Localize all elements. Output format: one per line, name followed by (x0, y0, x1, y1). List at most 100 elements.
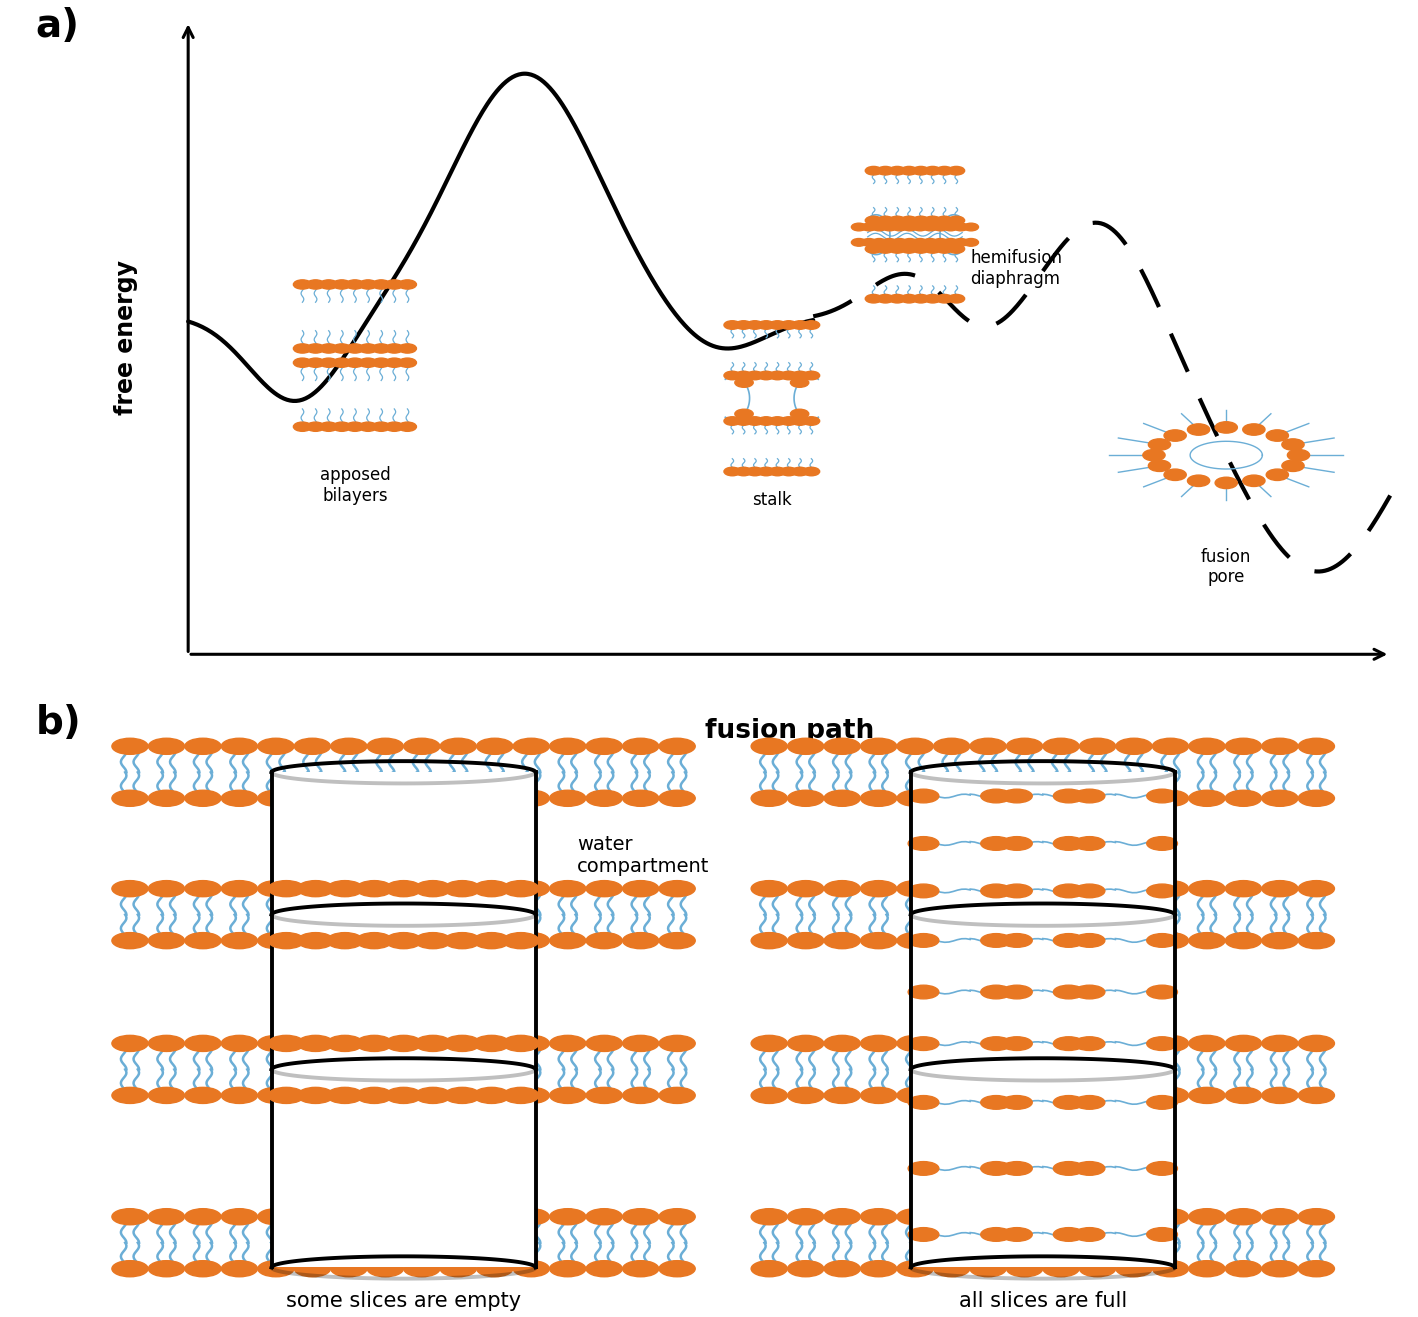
Circle shape (586, 739, 623, 755)
Circle shape (824, 739, 861, 755)
Text: a): a) (35, 7, 79, 45)
Circle shape (981, 934, 1011, 947)
Circle shape (415, 932, 451, 948)
Circle shape (1164, 469, 1187, 481)
Circle shape (1116, 1088, 1151, 1104)
Circle shape (149, 881, 184, 897)
Circle shape (933, 1209, 970, 1225)
Circle shape (440, 1260, 476, 1276)
Circle shape (1044, 932, 1079, 948)
Circle shape (861, 1088, 896, 1104)
Circle shape (398, 421, 417, 432)
Circle shape (889, 245, 906, 253)
Circle shape (1153, 1209, 1188, 1225)
Circle shape (882, 223, 898, 230)
Circle shape (404, 1209, 440, 1225)
Circle shape (1054, 985, 1085, 998)
Circle shape (1262, 1209, 1297, 1225)
Circle shape (861, 790, 896, 806)
Circle shape (346, 344, 364, 353)
Circle shape (851, 238, 866, 246)
Circle shape (586, 1260, 623, 1276)
Circle shape (1266, 429, 1289, 441)
Circle shape (659, 790, 695, 806)
Circle shape (1225, 932, 1262, 948)
Circle shape (1242, 475, 1265, 486)
Circle shape (586, 932, 623, 948)
Circle shape (803, 468, 820, 475)
Circle shape (221, 932, 258, 948)
Circle shape (1299, 881, 1334, 897)
Circle shape (1147, 1036, 1177, 1051)
Circle shape (333, 421, 350, 432)
Circle shape (1282, 460, 1305, 471)
Circle shape (970, 739, 1007, 755)
Circle shape (1225, 790, 1262, 806)
Circle shape (623, 1209, 659, 1225)
Circle shape (925, 216, 942, 225)
Circle shape (221, 881, 258, 897)
Circle shape (882, 238, 898, 246)
Circle shape (1044, 1088, 1079, 1104)
Circle shape (326, 1035, 363, 1051)
Circle shape (184, 739, 221, 755)
Circle shape (1262, 1260, 1297, 1276)
Circle shape (476, 739, 513, 755)
Circle shape (1225, 1260, 1262, 1276)
Circle shape (346, 279, 364, 290)
Circle shape (386, 1035, 421, 1051)
Circle shape (1188, 790, 1225, 806)
Circle shape (735, 410, 753, 419)
Circle shape (184, 881, 221, 897)
Circle shape (787, 1035, 824, 1051)
Circle shape (861, 932, 896, 948)
Circle shape (933, 932, 970, 948)
Circle shape (258, 790, 294, 806)
Circle shape (908, 1096, 939, 1109)
Circle shape (112, 1035, 147, 1051)
Circle shape (1079, 881, 1116, 897)
Circle shape (586, 790, 623, 806)
Circle shape (258, 881, 294, 897)
Circle shape (1116, 739, 1151, 755)
Circle shape (149, 1088, 184, 1104)
Circle shape (780, 468, 797, 475)
Circle shape (1054, 1162, 1085, 1175)
Circle shape (1001, 1036, 1032, 1051)
Circle shape (913, 166, 929, 175)
Circle shape (513, 1035, 549, 1051)
Circle shape (736, 321, 752, 329)
Circle shape (933, 881, 970, 897)
Circle shape (474, 1088, 509, 1104)
Circle shape (1149, 460, 1171, 471)
Circle shape (791, 416, 808, 425)
Circle shape (1147, 985, 1177, 998)
Circle shape (112, 739, 147, 755)
Circle shape (476, 1209, 513, 1225)
Circle shape (1079, 1260, 1116, 1276)
Circle shape (1116, 932, 1151, 948)
Circle shape (1073, 934, 1105, 947)
Circle shape (623, 1260, 659, 1276)
Circle shape (1001, 1162, 1032, 1175)
Circle shape (933, 223, 947, 230)
Circle shape (1299, 1035, 1334, 1051)
Circle shape (326, 1088, 363, 1104)
Circle shape (824, 881, 861, 897)
Circle shape (359, 358, 377, 367)
Circle shape (550, 1088, 586, 1104)
Circle shape (872, 238, 886, 246)
Circle shape (970, 1209, 1007, 1225)
Circle shape (1001, 1227, 1032, 1242)
Circle shape (725, 416, 740, 425)
Circle shape (268, 1088, 305, 1104)
Circle shape (936, 166, 953, 175)
Circle shape (1079, 1209, 1116, 1225)
Circle shape (981, 884, 1011, 898)
Circle shape (372, 358, 390, 367)
Circle shape (725, 371, 740, 379)
Circle shape (1007, 790, 1042, 806)
Circle shape (586, 1209, 623, 1225)
Circle shape (372, 344, 390, 353)
Circle shape (1116, 1260, 1151, 1276)
